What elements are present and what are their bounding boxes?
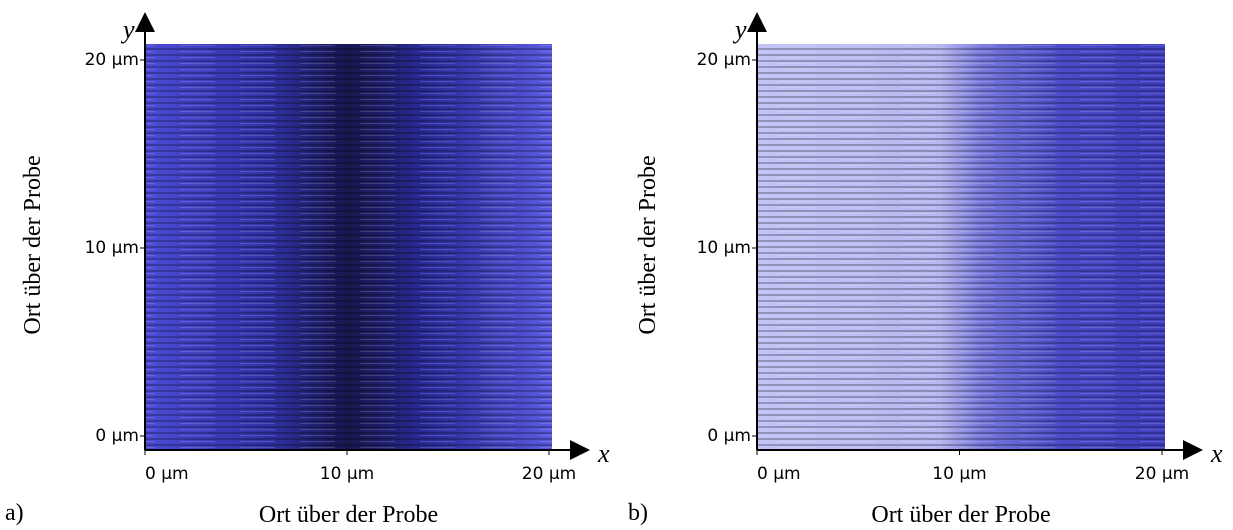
scan-texture xyxy=(757,44,1165,450)
x-arrow xyxy=(570,440,590,460)
y-tick-label: 0 µm xyxy=(707,426,751,446)
x-tick-label: 10 µm xyxy=(932,464,986,484)
x-tick-label: 20 µm xyxy=(522,464,576,484)
y-axis-label: Ort über der Probe xyxy=(20,155,46,334)
x-tick-label: 0 µm xyxy=(757,464,801,484)
y-symbol: y xyxy=(732,15,747,44)
panel-label: b) xyxy=(628,500,648,526)
panel: y x 0 µm 10 µm 20 µm 0 µm 10 µm 20 µm Ort über d… xyxy=(5,12,610,528)
y-tick-label: 10 µm xyxy=(85,238,139,258)
x-arrow xyxy=(1183,440,1203,460)
scan-texture xyxy=(145,44,552,450)
y-tick-label: 10 µm xyxy=(697,238,751,258)
y-symbol: y xyxy=(120,15,135,44)
x-tick-label: 10 µm xyxy=(320,464,374,484)
x-axis-label: Ort über der Probe xyxy=(259,502,438,528)
panel-label: a) xyxy=(5,500,24,526)
y-axis-label: Ort über der Probe xyxy=(635,155,661,334)
x-symbol: x xyxy=(597,439,610,468)
x-axis-label: Ort über der Probe xyxy=(871,502,1050,528)
x-tick-label: 20 µm xyxy=(1135,464,1189,484)
y-tick-label: 20 µm xyxy=(697,50,751,70)
y-tick-label: 0 µm xyxy=(95,426,139,446)
y-arrow xyxy=(747,12,767,32)
y-tick-label: 20 µm xyxy=(85,50,139,70)
x-symbol: x xyxy=(1210,439,1223,468)
panel: y x 0 µm 10 µm 20 µm 0 µm 10 µm 20 µm Ort über d… xyxy=(628,12,1223,528)
x-tick-label: 0 µm xyxy=(145,464,189,484)
y-arrow xyxy=(135,12,155,32)
